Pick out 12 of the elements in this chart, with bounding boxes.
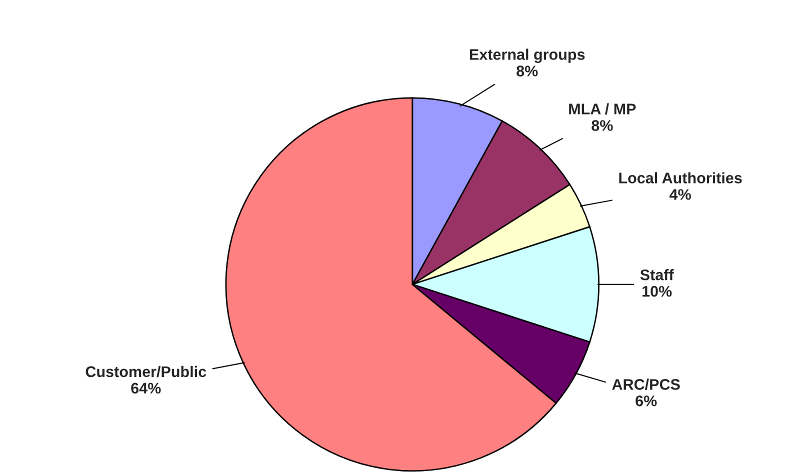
data-label: 6% xyxy=(636,395,657,406)
data-label: 8% xyxy=(516,66,538,76)
slice-label: ARC/PCS xyxy=(612,378,680,390)
data-label: 64% xyxy=(131,382,161,394)
data-label: 4% xyxy=(670,189,691,200)
data-label: 10% xyxy=(642,286,672,297)
slice-label: MLA / MP xyxy=(569,103,636,115)
slice-label: External groups xyxy=(470,48,585,64)
slice-label: Local Authorities xyxy=(619,172,742,184)
data-label: 8% xyxy=(592,120,613,131)
slice-label: Staff xyxy=(640,269,674,280)
slice-label: Customer/Public xyxy=(86,366,206,378)
